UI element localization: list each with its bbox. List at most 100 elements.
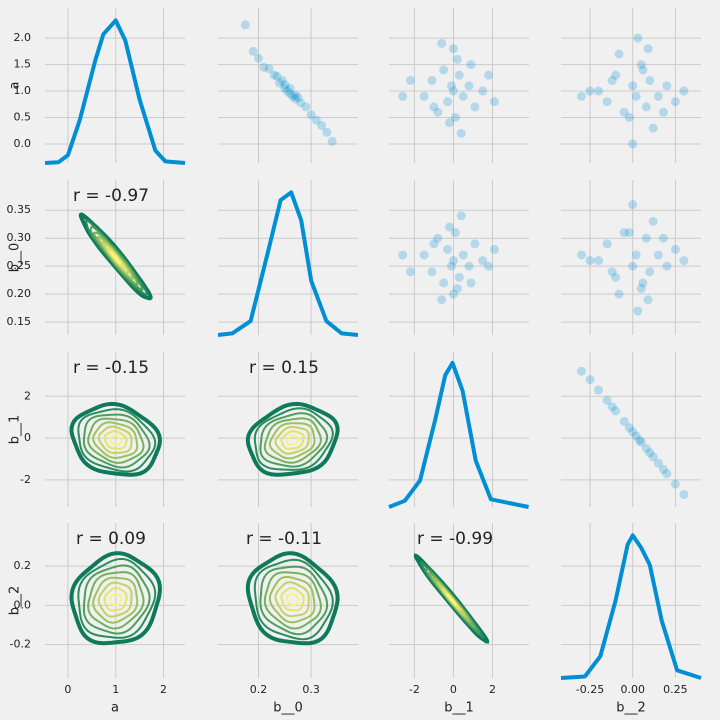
scatter-point <box>269 70 279 80</box>
scatter-point <box>662 261 672 271</box>
scatter-point <box>641 102 651 112</box>
scatter-point <box>576 91 586 101</box>
scatter-point <box>470 239 480 249</box>
scatter-point <box>448 289 458 299</box>
scatter-point <box>456 128 466 138</box>
contour <box>87 571 145 630</box>
contour <box>82 564 151 635</box>
contour <box>446 592 457 606</box>
scatter-point <box>653 458 663 468</box>
scatter-point <box>607 267 617 277</box>
scatter-point <box>645 267 655 277</box>
scatter-point <box>585 86 595 96</box>
panel: -2 0 2 b__1 r = -0.99 <box>389 523 529 716</box>
contour <box>69 551 162 646</box>
contour <box>245 551 340 646</box>
correlation-annotation: r = -0.11 <box>246 529 322 549</box>
scatter-point <box>419 250 429 260</box>
scatter-point <box>448 256 458 266</box>
scatter-point <box>653 91 663 101</box>
scatter-point <box>450 228 460 238</box>
scatter-point <box>628 427 638 437</box>
y-tick-label: 0.25 <box>7 259 32 272</box>
panel: 0.2 0.3 b__0 r = -0.11 <box>218 523 358 716</box>
scatter-point <box>275 78 285 88</box>
scatter-point <box>576 250 586 260</box>
scatter-point <box>602 239 612 249</box>
panel <box>561 180 701 335</box>
scatter-point <box>272 71 282 81</box>
contour <box>268 422 316 460</box>
scatter-point <box>448 44 458 54</box>
scatter-point <box>585 375 595 385</box>
panel: -0.25 0.00 0.25 b__2 <box>560 523 702 716</box>
scatter-point <box>280 83 290 93</box>
scatter-point <box>484 70 494 80</box>
scatter-point <box>280 80 290 90</box>
x-tick-label: 2 <box>160 683 167 696</box>
y-axis-label: b__2 <box>8 586 23 616</box>
contour <box>286 434 300 446</box>
scatter-point <box>443 97 453 107</box>
kde-curve <box>388 360 530 509</box>
y-tick-label: -0.2 <box>10 638 31 651</box>
scatter-point <box>427 267 437 277</box>
x-axis-label: b__2 <box>616 701 646 716</box>
x-tick-label: 0.3 <box>302 683 320 696</box>
y-tick-label: 1.0 <box>14 84 32 97</box>
correlation-annotation: r = 0.15 <box>249 358 319 378</box>
scatter-point <box>628 200 638 210</box>
scatter-point <box>437 295 447 305</box>
scatter-point <box>658 464 668 474</box>
scatter-point <box>624 423 634 433</box>
contour <box>110 251 122 264</box>
scatter-point <box>458 250 468 260</box>
panel: 0.15 0.20 0.25 0.30 0.35 b__0 r = -0.97 <box>7 180 185 335</box>
y-tick-label: -2 <box>20 473 31 486</box>
x-tick-label: 0.25 <box>663 683 688 696</box>
panel <box>389 8 529 163</box>
scatter-point <box>398 250 408 260</box>
scatter-point <box>456 211 466 221</box>
scatter-point <box>594 86 604 96</box>
scatter-point <box>633 306 643 316</box>
scatter-point <box>439 65 449 75</box>
contour <box>97 425 133 454</box>
scatter-point <box>648 216 658 226</box>
y-tick-label: 1.5 <box>14 58 32 71</box>
contour <box>286 592 300 607</box>
correlation-annotation: r = -0.15 <box>73 358 149 378</box>
scatter-point <box>398 91 408 101</box>
panel <box>388 352 530 509</box>
scatter-point <box>633 33 643 43</box>
y-tick-label: 0.35 <box>7 203 32 216</box>
scatter-point <box>448 86 458 96</box>
scatter-point <box>433 107 443 117</box>
scatter-point <box>454 70 464 80</box>
kde-curve <box>217 190 359 337</box>
y-tick-label: 0.20 <box>7 287 32 300</box>
scatter-point <box>450 113 460 123</box>
scatter-point <box>419 91 429 101</box>
y-axis-label: b__1 <box>8 415 23 445</box>
scatter-point <box>645 75 655 85</box>
scatter-point <box>306 110 316 120</box>
x-tick-label: 0 <box>64 683 71 696</box>
correlation-annotation: r = 0.09 <box>76 529 146 549</box>
scatter-point <box>311 115 321 125</box>
panel: r = 0.15 <box>218 352 358 507</box>
contour <box>259 412 329 468</box>
scatter-point <box>489 244 499 254</box>
scatter-point <box>478 256 488 266</box>
scatter-point <box>489 97 499 107</box>
scatter-point <box>452 54 462 64</box>
scatter-point <box>602 97 612 107</box>
x-tick-label: 0 <box>450 683 457 696</box>
scatter-point <box>628 139 638 149</box>
scatter-point <box>429 102 439 112</box>
kde-curve <box>44 18 186 165</box>
scatter-point <box>446 261 456 271</box>
panel <box>389 180 529 335</box>
scatter-point <box>679 489 689 499</box>
